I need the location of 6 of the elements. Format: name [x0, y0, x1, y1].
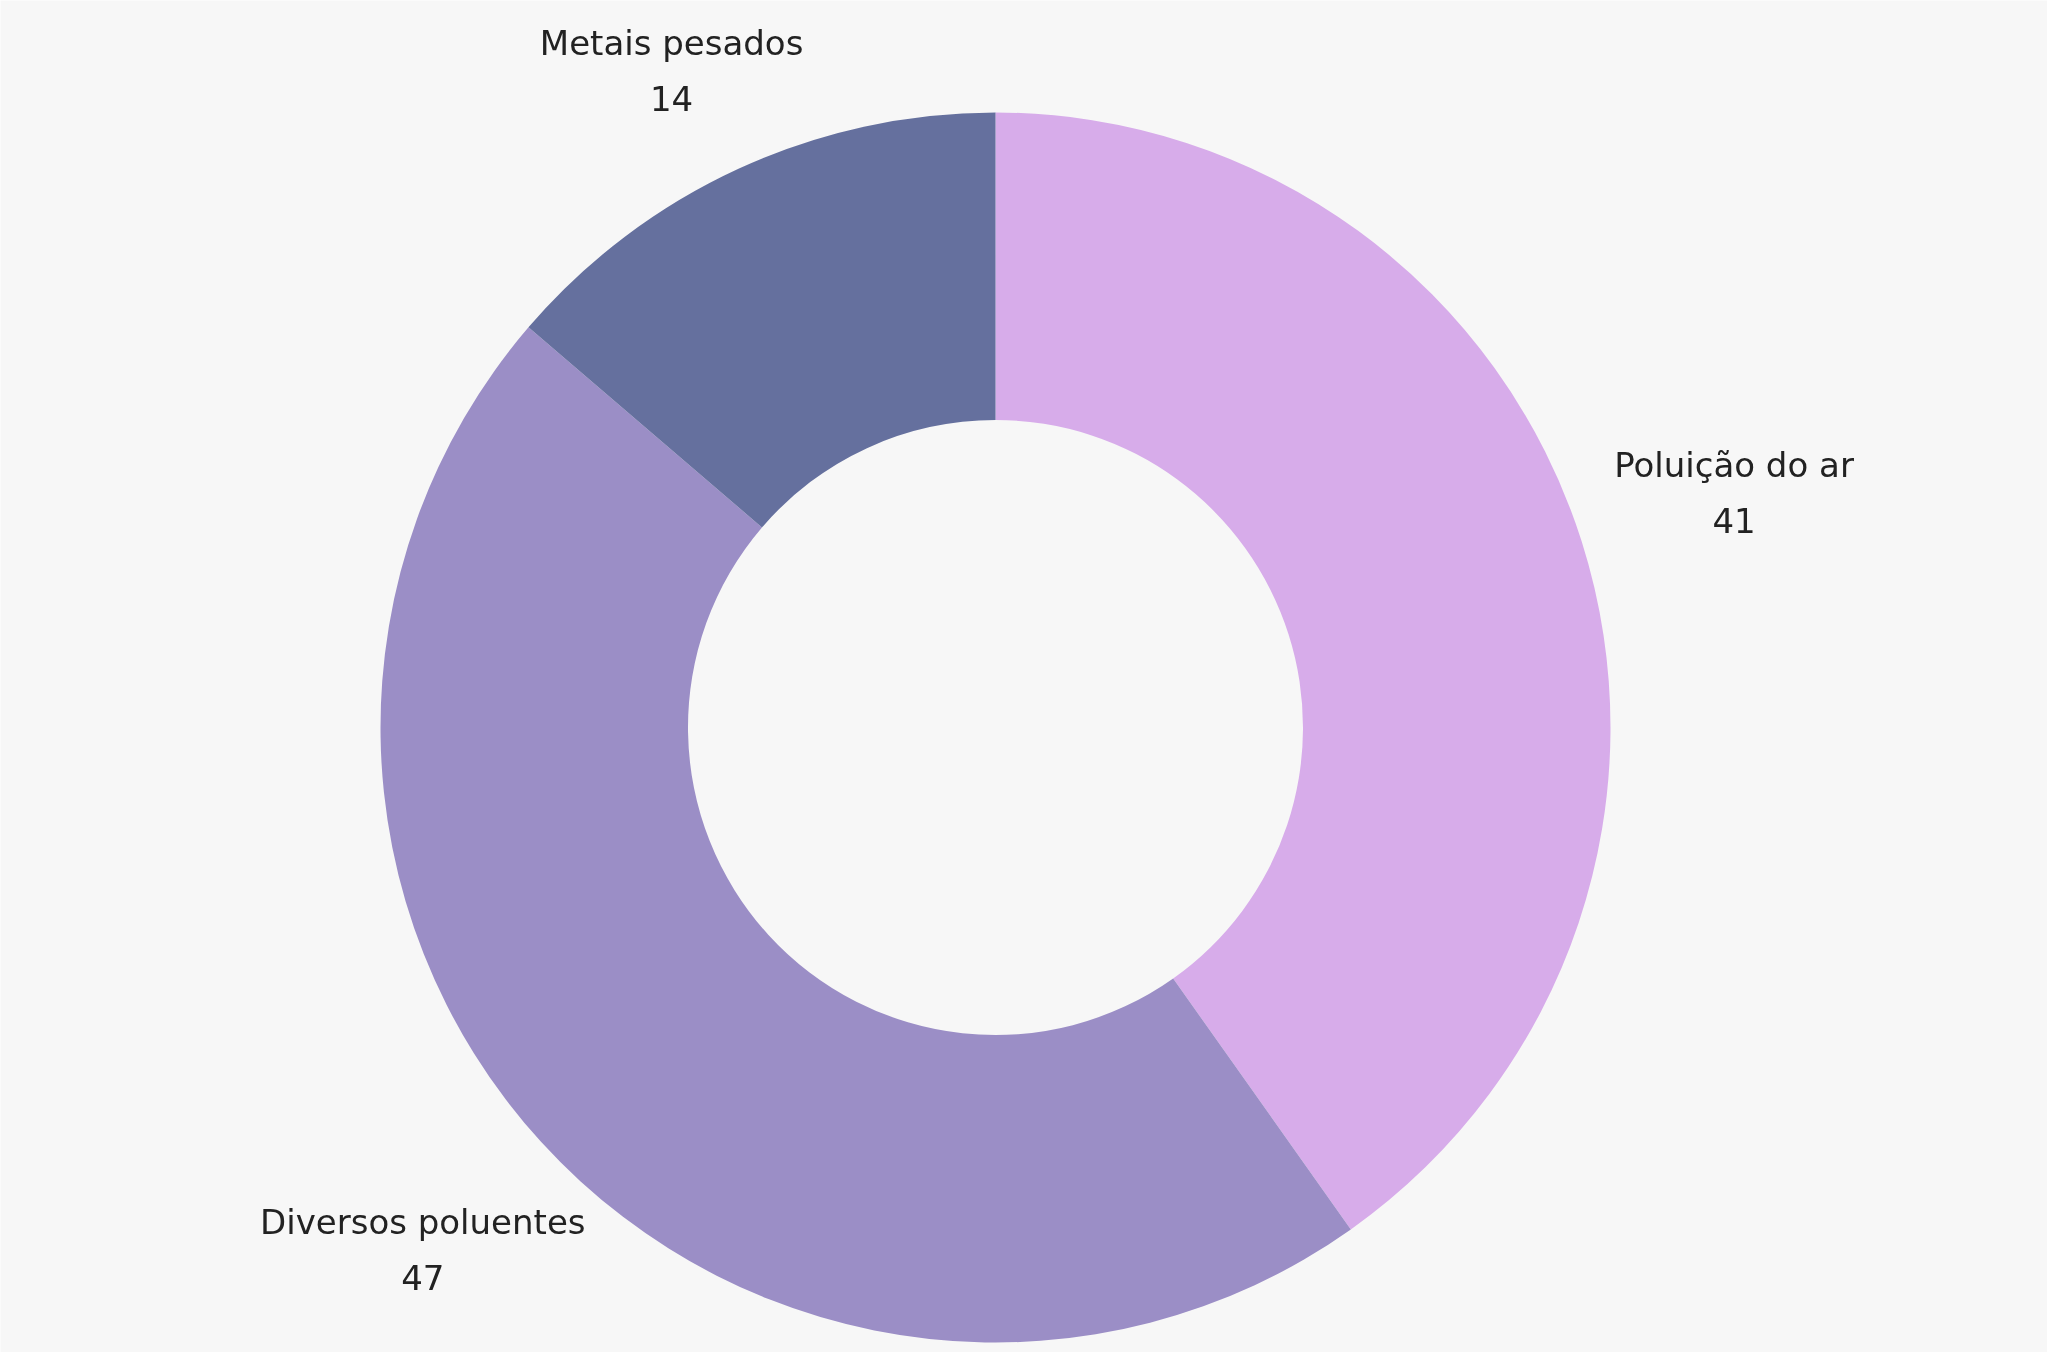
data-label: 14: [649, 78, 694, 119]
data-label: 41: [1712, 500, 1756, 541]
slice-label: Poluição do ar: [1614, 444, 1854, 485]
slice-label: Diversos poluentes: [260, 1201, 586, 1242]
slice-label: Metais pesados: [539, 22, 804, 63]
data-label: 47: [401, 1257, 445, 1298]
